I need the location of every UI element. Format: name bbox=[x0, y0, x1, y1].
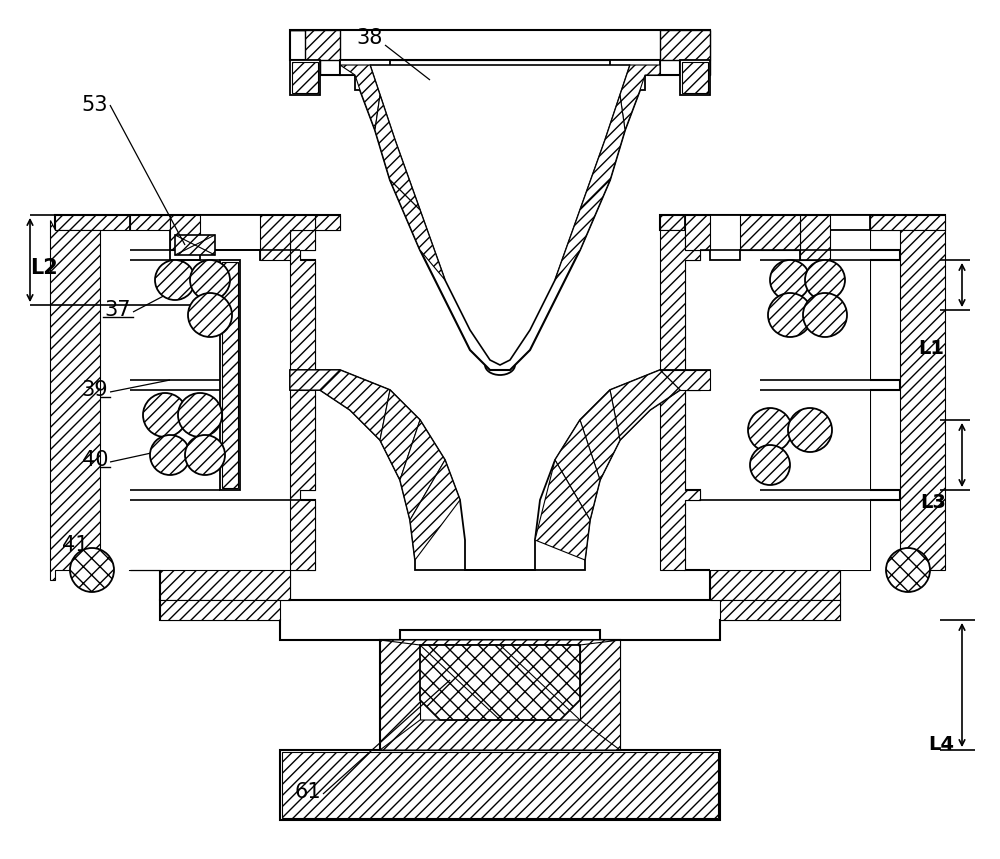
Polygon shape bbox=[710, 570, 840, 600]
Text: 53: 53 bbox=[82, 95, 108, 115]
Polygon shape bbox=[380, 640, 620, 750]
Bar bbox=[710, 230, 870, 570]
Polygon shape bbox=[660, 230, 700, 570]
Polygon shape bbox=[290, 30, 340, 75]
Circle shape bbox=[185, 435, 225, 475]
Polygon shape bbox=[370, 65, 630, 365]
Circle shape bbox=[750, 445, 790, 485]
Polygon shape bbox=[380, 720, 620, 750]
Polygon shape bbox=[400, 420, 445, 520]
Polygon shape bbox=[680, 60, 710, 95]
Polygon shape bbox=[222, 262, 238, 488]
Text: 40: 40 bbox=[82, 450, 108, 470]
Polygon shape bbox=[340, 60, 660, 370]
Circle shape bbox=[150, 435, 190, 475]
Polygon shape bbox=[580, 640, 620, 750]
Circle shape bbox=[788, 408, 832, 452]
Polygon shape bbox=[220, 260, 240, 490]
Polygon shape bbox=[170, 215, 200, 250]
Polygon shape bbox=[610, 60, 660, 90]
Text: L2: L2 bbox=[30, 258, 58, 278]
Polygon shape bbox=[290, 60, 320, 95]
Polygon shape bbox=[682, 62, 708, 93]
Polygon shape bbox=[410, 460, 460, 560]
Polygon shape bbox=[340, 65, 380, 130]
Text: 37: 37 bbox=[105, 300, 131, 320]
Polygon shape bbox=[535, 460, 590, 560]
Polygon shape bbox=[280, 750, 720, 820]
Polygon shape bbox=[340, 60, 390, 90]
Polygon shape bbox=[290, 370, 340, 390]
Polygon shape bbox=[660, 30, 710, 75]
Circle shape bbox=[768, 293, 812, 337]
Polygon shape bbox=[580, 390, 620, 480]
Polygon shape bbox=[315, 215, 340, 230]
Polygon shape bbox=[660, 370, 710, 390]
Polygon shape bbox=[290, 30, 710, 75]
Polygon shape bbox=[390, 180, 445, 280]
Polygon shape bbox=[420, 645, 580, 720]
Bar bbox=[100, 230, 290, 570]
Text: L4: L4 bbox=[928, 735, 954, 754]
Text: 61: 61 bbox=[295, 782, 321, 802]
Polygon shape bbox=[610, 370, 680, 440]
Polygon shape bbox=[380, 640, 420, 750]
Text: L3: L3 bbox=[920, 492, 946, 511]
Circle shape bbox=[748, 408, 792, 452]
Polygon shape bbox=[55, 215, 130, 230]
Polygon shape bbox=[290, 230, 315, 570]
Polygon shape bbox=[660, 215, 685, 230]
Circle shape bbox=[70, 548, 114, 592]
Polygon shape bbox=[720, 600, 840, 620]
Circle shape bbox=[770, 260, 810, 300]
Circle shape bbox=[886, 548, 930, 592]
Circle shape bbox=[188, 293, 232, 337]
Polygon shape bbox=[620, 65, 660, 130]
Polygon shape bbox=[282, 752, 718, 818]
Polygon shape bbox=[375, 95, 420, 210]
Polygon shape bbox=[380, 640, 620, 645]
Circle shape bbox=[190, 260, 230, 300]
Polygon shape bbox=[260, 215, 315, 260]
Polygon shape bbox=[660, 215, 945, 600]
Circle shape bbox=[178, 393, 222, 437]
Polygon shape bbox=[555, 180, 610, 280]
Polygon shape bbox=[870, 215, 945, 230]
Polygon shape bbox=[900, 230, 945, 570]
Polygon shape bbox=[160, 600, 840, 640]
Polygon shape bbox=[292, 62, 318, 93]
Polygon shape bbox=[130, 215, 315, 260]
Polygon shape bbox=[160, 600, 280, 620]
Polygon shape bbox=[685, 215, 710, 250]
Polygon shape bbox=[800, 215, 830, 260]
Polygon shape bbox=[130, 215, 170, 230]
Polygon shape bbox=[130, 570, 290, 600]
Circle shape bbox=[155, 260, 195, 300]
Circle shape bbox=[803, 293, 847, 337]
Polygon shape bbox=[290, 370, 710, 570]
Polygon shape bbox=[685, 215, 870, 260]
Polygon shape bbox=[555, 420, 600, 520]
Polygon shape bbox=[50, 220, 100, 580]
Circle shape bbox=[143, 393, 187, 437]
Polygon shape bbox=[55, 215, 340, 600]
Text: 39: 39 bbox=[82, 380, 108, 400]
Polygon shape bbox=[740, 215, 800, 250]
Text: L1: L1 bbox=[918, 338, 944, 357]
Polygon shape bbox=[380, 390, 420, 480]
Text: 41: 41 bbox=[62, 535, 88, 555]
Text: 38: 38 bbox=[357, 28, 383, 48]
Polygon shape bbox=[320, 370, 390, 440]
Polygon shape bbox=[580, 95, 625, 210]
Circle shape bbox=[805, 260, 845, 300]
Polygon shape bbox=[175, 235, 215, 255]
